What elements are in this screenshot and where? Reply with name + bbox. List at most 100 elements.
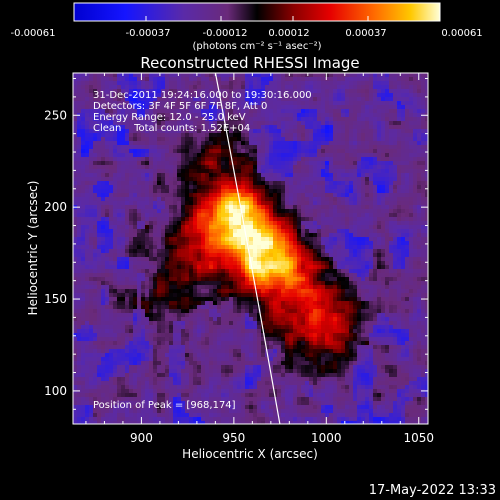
heatmap-cell: [189, 93, 194, 98]
heatmap-cell: [125, 229, 130, 234]
heatmap-cell: [297, 205, 302, 210]
heatmap-cell: [193, 205, 198, 210]
heatmap-cell: [117, 161, 122, 166]
heatmap-cell: [85, 105, 90, 110]
heatmap-cell: [365, 225, 370, 230]
heatmap-cell: [385, 269, 390, 274]
heatmap-cell: [273, 213, 278, 218]
heatmap-cell: [145, 181, 150, 186]
heatmap-cell: [377, 205, 382, 210]
heatmap-cell: [393, 133, 398, 138]
heatmap-cell: [89, 113, 94, 118]
heatmap-cell: [265, 225, 270, 230]
heatmap-cell: [365, 197, 370, 202]
heatmap-cell: [297, 141, 302, 146]
heatmap-cell: [165, 269, 170, 274]
heatmap-cell: [101, 241, 106, 246]
heatmap-cell: [209, 261, 214, 266]
heatmap-cell: [81, 153, 86, 158]
heatmap-cell: [425, 121, 428, 126]
heatmap-cell: [413, 109, 418, 114]
heatmap-cell: [425, 169, 428, 174]
heatmap-cell: [181, 165, 186, 170]
heatmap-cell: [97, 209, 102, 214]
heatmap-cell: [321, 137, 326, 142]
heatmap-cell: [357, 265, 362, 270]
heatmap-cell: [349, 209, 354, 214]
heatmap-cell: [405, 169, 410, 174]
heatmap-cell: [381, 149, 386, 154]
heatmap-cell: [209, 77, 214, 82]
heatmap-cell: [173, 225, 178, 230]
heatmap-cell: [337, 165, 342, 170]
heatmap-cell: [89, 293, 94, 298]
heatmap-cell: [281, 169, 286, 174]
heatmap-cell: [373, 93, 378, 98]
heatmap-cell: [409, 153, 414, 158]
heatmap-cell: [341, 181, 346, 186]
heatmap-cell: [229, 221, 234, 226]
heatmap-cell: [373, 285, 378, 290]
heatmap-cell: [313, 113, 318, 118]
heatmap-cell: [129, 225, 134, 230]
heatmap-cell: [181, 113, 186, 118]
heatmap-cell: [145, 293, 150, 298]
heatmap-cell: [81, 125, 86, 130]
heatmap-cell: [141, 261, 146, 266]
heatmap-cell: [153, 269, 158, 274]
heatmap-cell: [129, 209, 134, 214]
heatmap-cell: [101, 165, 106, 170]
heatmap-cell: [297, 165, 302, 170]
heatmap-cell: [121, 253, 126, 258]
heatmap-cell: [133, 101, 138, 106]
heatmap-cell: [161, 273, 166, 278]
heatmap-cell: [217, 109, 222, 114]
heatmap-cell: [209, 245, 214, 250]
heatmap-cell: [353, 185, 358, 190]
heatmap-cell: [153, 73, 158, 78]
heatmap-cell: [221, 253, 226, 258]
heatmap-cell: [245, 273, 250, 278]
heatmap-cell: [121, 205, 126, 210]
heatmap-cell: [285, 205, 290, 210]
heatmap-cell: [417, 141, 422, 146]
heatmap-cell: [141, 237, 146, 242]
heatmap-cell: [357, 121, 362, 126]
heatmap-cell: [329, 153, 334, 158]
heatmap-cell: [361, 253, 366, 258]
heatmap-cell: [413, 237, 418, 242]
heatmap-cell: [409, 229, 414, 234]
heatmap-cell: [157, 249, 162, 254]
heatmap-cell: [205, 77, 210, 82]
heatmap-cell: [373, 185, 378, 190]
heatmap-cell: [233, 93, 238, 98]
heatmap-cell: [241, 145, 246, 150]
heatmap-cell: [237, 209, 242, 214]
heatmap-cell: [141, 161, 146, 166]
heatmap-cell: [145, 93, 150, 98]
heatmap-cell: [157, 233, 162, 238]
heatmap-cell: [341, 133, 346, 138]
heatmap-cell: [205, 233, 210, 238]
heatmap-cell: [189, 213, 194, 218]
heatmap-cell: [157, 229, 162, 234]
heatmap-cell: [209, 109, 214, 114]
heatmap-cell: [113, 241, 118, 246]
heatmap-cell: [409, 133, 414, 138]
heatmap-cell: [101, 189, 106, 194]
heatmap-cell: [301, 141, 306, 146]
heatmap-cell: [277, 85, 282, 90]
heatmap-cell: [81, 173, 86, 178]
heatmap-cell: [269, 125, 274, 130]
heatmap-cell: [117, 205, 122, 210]
heatmap-cell: [225, 241, 230, 246]
heatmap-cell: [393, 93, 398, 98]
heatmap-cell: [157, 209, 162, 214]
heatmap-cell: [277, 133, 282, 138]
heatmap-cell: [333, 177, 338, 182]
heatmap-cell: [117, 149, 122, 154]
heatmap-cell: [209, 141, 214, 146]
heatmap-cell: [305, 117, 310, 122]
heatmap-cell: [149, 201, 154, 206]
heatmap-cell: [377, 141, 382, 146]
